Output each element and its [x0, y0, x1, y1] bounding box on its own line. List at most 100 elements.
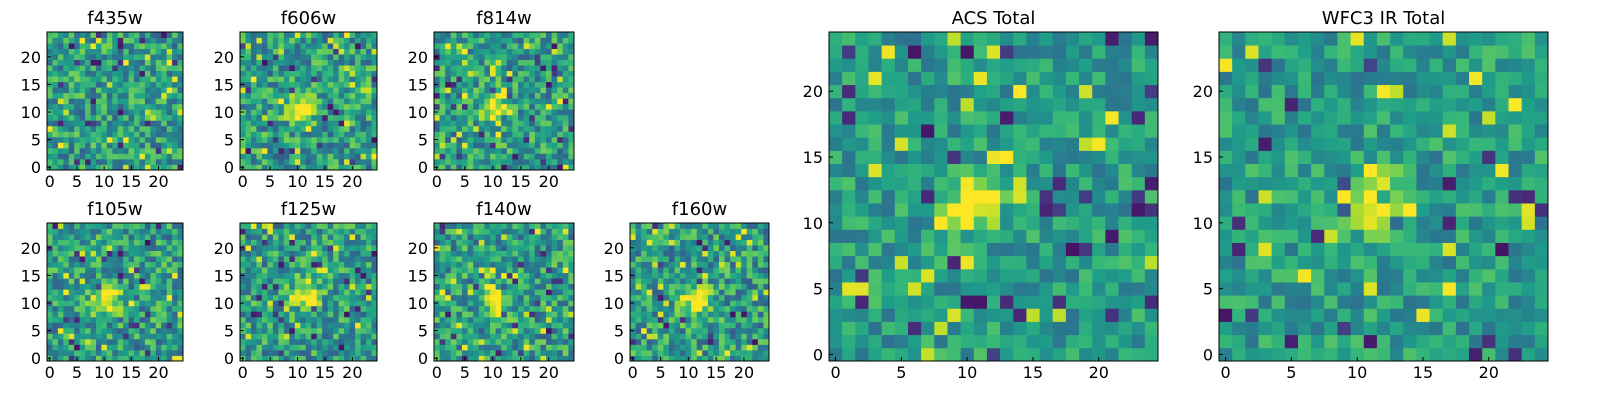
heatmap-cell [763, 333, 770, 340]
y-tick-label: 10 [604, 294, 624, 313]
heatmap-cell [150, 239, 157, 246]
heatmap-cell [355, 81, 361, 88]
heatmap-cell [150, 70, 157, 77]
heatmap-cell [501, 305, 508, 312]
heatmap-cell [529, 223, 536, 229]
heatmap-cell [439, 300, 446, 307]
heatmap-cell [272, 153, 279, 160]
heatmap-cell [85, 250, 91, 257]
heatmap-cell [123, 153, 129, 160]
heatmap-cell [478, 37, 485, 44]
heatmap-cell [546, 76, 552, 83]
heatmap-cell [663, 289, 670, 296]
heatmap-cell [746, 294, 753, 301]
heatmap-cell [718, 333, 725, 340]
heatmap-cell [177, 81, 184, 88]
heatmap-cell [462, 283, 468, 290]
heatmap-cell [355, 294, 361, 301]
heatmap-cell [256, 333, 263, 340]
heatmap-cell [344, 114, 350, 121]
heatmap-cell [134, 300, 140, 307]
heatmap-cell [746, 327, 753, 334]
heatmap-cell [155, 158, 162, 165]
heatmap-cell [546, 136, 552, 143]
heatmap-cell [495, 305, 502, 312]
heatmap-cell [478, 92, 485, 99]
heatmap-cell [456, 81, 463, 88]
heatmap-cell [349, 333, 356, 340]
heatmap-cell [300, 37, 307, 44]
heatmap-cell [338, 98, 345, 105]
heatmap-cell [855, 321, 869, 336]
heatmap-cell [316, 48, 323, 55]
heatmap-cell [117, 37, 124, 44]
heatmap-cell [79, 305, 86, 312]
heatmap-cell [95, 349, 102, 356]
heatmap-cell [305, 48, 312, 55]
heatmap-cell [568, 120, 575, 127]
heatmap-cell [986, 334, 1001, 349]
heatmap-cell [934, 308, 948, 322]
heatmap-cell [652, 234, 659, 240]
heatmap-cell [150, 136, 157, 143]
heatmap-cell [338, 289, 345, 296]
heatmap-cell [57, 294, 64, 301]
heatmap-cell [534, 136, 541, 143]
heatmap-cell [518, 250, 524, 257]
heatmap-cell [657, 338, 664, 345]
heatmap-cell [663, 355, 670, 362]
heatmap-cell [484, 54, 491, 60]
heatmap-cell [456, 92, 463, 99]
heatmap-cell [134, 256, 140, 263]
heatmap-cell [333, 311, 340, 318]
heatmap-cell [112, 239, 119, 246]
heatmap-cell [534, 120, 541, 127]
heatmap-cell [79, 327, 86, 334]
heatmap-cell [741, 239, 748, 246]
heatmap-cell [506, 92, 513, 99]
heatmap-cell [702, 294, 709, 301]
heatmap-cell [546, 338, 552, 345]
heatmap-cell [261, 164, 268, 171]
heatmap-cell [278, 76, 285, 83]
heatmap-cell [79, 103, 86, 110]
heatmap-cell [90, 103, 97, 110]
heatmap-cell [1079, 242, 1093, 257]
heatmap-cell [663, 338, 670, 345]
heatmap-cell [735, 333, 742, 340]
heatmap-cell [123, 48, 129, 55]
heatmap-cell [240, 153, 246, 160]
heatmap-cell [261, 223, 268, 229]
heatmap-cell [456, 344, 463, 351]
heatmap-cell [289, 131, 296, 138]
heatmap-cell [106, 48, 113, 55]
heatmap-cell [333, 131, 340, 138]
heatmap-cell [144, 228, 151, 235]
heatmap-cell [445, 283, 452, 290]
heatmap-cell [79, 239, 86, 246]
heatmap-cell [283, 37, 290, 44]
heatmap-cell [434, 59, 440, 66]
heatmap-cell [439, 153, 446, 160]
heatmap-cell [155, 349, 162, 356]
heatmap-cell [123, 300, 129, 307]
heatmap-cell [462, 311, 468, 318]
heatmap-cell [327, 311, 334, 318]
heatmap-cell [371, 43, 378, 49]
heatmap-cell [63, 87, 70, 94]
heatmap-cell [478, 289, 485, 296]
heatmap-cell [283, 239, 290, 246]
heatmap-cell [450, 228, 457, 235]
heatmap-cell [529, 43, 536, 49]
heatmap-cell [763, 267, 770, 274]
heatmap-cell [333, 120, 340, 127]
heatmap-cell [746, 349, 753, 356]
heatmap-cell [161, 250, 168, 257]
heatmap-cell [117, 136, 124, 143]
heatmap-cell [166, 349, 173, 356]
heatmap-cell [540, 32, 547, 38]
heatmap-cell [450, 267, 457, 274]
heatmap-cell [730, 250, 737, 257]
heatmap-cell [763, 250, 770, 257]
heatmap-cell [150, 338, 157, 345]
